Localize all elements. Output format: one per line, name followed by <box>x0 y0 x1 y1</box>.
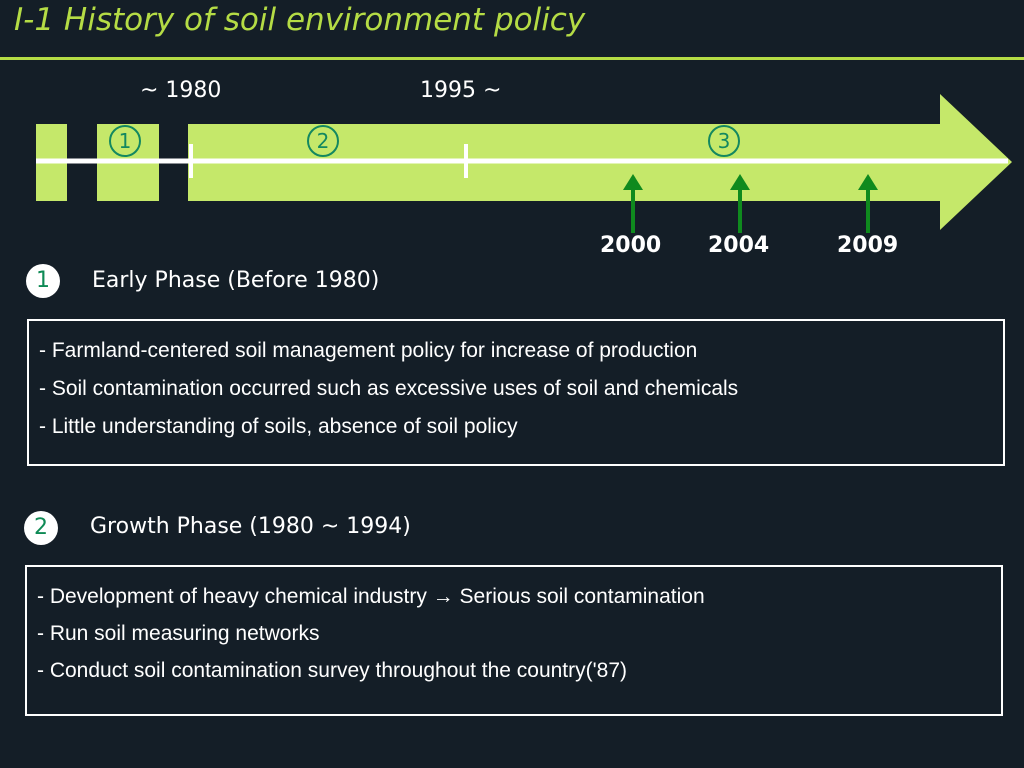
timeline-phase-marker-2: 2 <box>307 125 339 157</box>
milestone-arrow-2004 <box>730 174 750 233</box>
phase-2-item: - Run soil measuring networks <box>37 622 320 645</box>
phase-2-item: - Conduct soil contamination survey thro… <box>37 659 627 682</box>
phase-2-item: - Development of heavy chemical industry… <box>37 585 705 608</box>
milestone-label-2009: 2009 <box>837 233 899 258</box>
timeline-phase-marker-3: 3 <box>708 125 740 157</box>
phase-2-badge: 2 <box>24 511 58 545</box>
title-divider <box>0 57 1024 60</box>
phase-1-item: - Soil contamination occurred such as ex… <box>39 377 739 400</box>
milestone-arrow-2009 <box>858 174 878 233</box>
timeline-graphic <box>36 94 1012 233</box>
phase-1-title: Early Phase (Before 1980) <box>92 268 380 293</box>
milestone-label-2004: 2004 <box>708 233 770 258</box>
milestone-label-2000: 2000 <box>600 233 662 258</box>
phase-2-content-box: - Development of heavy chemical industry… <box>25 565 1003 716</box>
phase-1-item: - Farmland-centered soil management poli… <box>39 339 698 362</box>
phase-1-item: - Little understanding of soils, absence… <box>39 415 518 438</box>
phase-1-badge: 1 <box>26 264 60 298</box>
page-title: I-1 History of soil environment policy <box>14 2 586 38</box>
timeline-phase-marker-1: 1 <box>109 125 141 157</box>
milestone-arrow-2000 <box>623 174 643 233</box>
timeline-label-1995: 1995 ~ <box>420 78 502 103</box>
timeline-label-1980: ~ 1980 <box>140 78 222 103</box>
phase-2-title: Growth Phase (1980 ~ 1994) <box>90 514 411 539</box>
phase-1-content-box: - Farmland-centered soil management poli… <box>27 319 1005 466</box>
